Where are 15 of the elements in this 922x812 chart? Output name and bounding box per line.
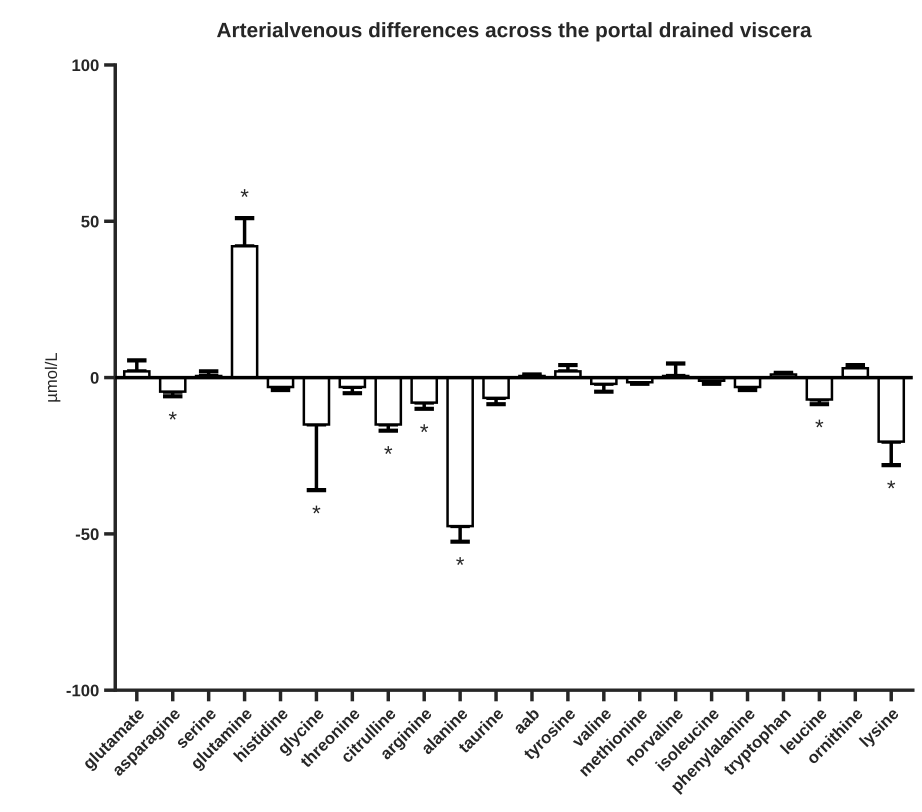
chart-title: Arterialvenous differences across the portal drained viscera [216, 22, 812, 42]
annotation: * [420, 424, 428, 432]
y-tick-label: -100 [66, 684, 99, 696]
annotation: * [456, 557, 464, 565]
annotation: * [312, 506, 320, 514]
annotation: * [240, 189, 249, 197]
y-tick-label: 0 [90, 372, 99, 384]
annotation: * [384, 446, 392, 454]
annotation: * [815, 420, 824, 428]
y-axis-title: µmol/L [44, 352, 60, 402]
annotation: * [168, 412, 177, 420]
y-tick-label: 100 [72, 59, 99, 72]
annotation: * [887, 480, 896, 488]
y-tick-label: -50 [76, 528, 99, 540]
y-tick-label: 50 [81, 216, 99, 228]
